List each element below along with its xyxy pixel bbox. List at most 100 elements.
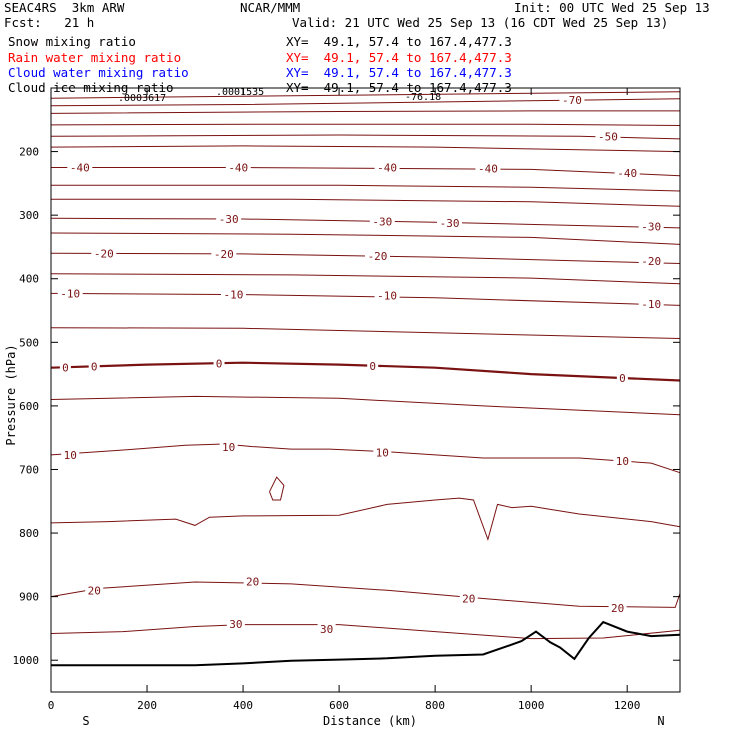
- x-tick-label: 1200: [614, 699, 641, 712]
- isotherm-label: -30: [219, 213, 239, 226]
- plot-frame: [50, 87, 681, 693]
- isotherm-label: -10: [224, 289, 244, 302]
- label-bg: [638, 254, 664, 267]
- isotherm-label: -10: [60, 287, 80, 300]
- label-bg: [614, 167, 640, 180]
- isotherm-label: 0: [369, 360, 376, 373]
- isotherm-line: [50, 327, 681, 339]
- isotherm-label: -10: [641, 298, 661, 311]
- isotherm-line: [50, 252, 681, 264]
- isotherm-label: -10: [377, 289, 397, 302]
- label-bg: [373, 446, 392, 459]
- label-bg: [59, 361, 71, 374]
- isotherm-line: [50, 624, 681, 640]
- field-name-snow: Snow mixing ratio: [8, 34, 136, 49]
- isotherm-line: [50, 110, 680, 114]
- isotherm-line: [50, 581, 681, 608]
- overlap-label-3: -76.18: [405, 92, 441, 103]
- valid-time: Valid: 21 UTC Wed 25 Sep 13 (16 CDT Wed …: [292, 15, 669, 30]
- label-bg: [595, 130, 621, 143]
- label-bg: [369, 215, 395, 228]
- isotherm-line: [51, 198, 681, 207]
- isotherm-line: [50, 217, 681, 229]
- isotherm-line: [51, 167, 681, 177]
- isotherm-line: [50, 145, 681, 153]
- org-label: NCAR/MMM: [240, 0, 301, 15]
- south-label: S: [82, 714, 89, 728]
- field-xy-rain: XY= 49.1, 57.4 to 167.4,477.3: [286, 50, 512, 65]
- isotherm-line: [50, 134, 681, 140]
- label-bg: [374, 289, 400, 302]
- label-bg: [638, 298, 664, 311]
- isotherm-label: 30: [229, 618, 242, 631]
- label-bg: [61, 448, 80, 461]
- y-tick-label: 200: [19, 146, 39, 159]
- isotherm-label: 10: [222, 441, 235, 454]
- label-bg: [317, 623, 336, 636]
- isotherm-label: -30: [372, 216, 392, 229]
- isotherm-label: 20: [88, 584, 101, 597]
- north-label: N: [657, 714, 664, 728]
- label-bg: [67, 161, 93, 174]
- model-title: SEAC4RS 3km ARW: [4, 0, 125, 15]
- y-tick-label: 600: [19, 400, 39, 413]
- axes: 0 200 400 600 800 1000 12002003004005006007008…: [13, 88, 680, 712]
- isotherm-label: -20: [641, 255, 661, 268]
- isotherm-label: 0: [216, 357, 223, 370]
- isotherm-label: 20: [611, 602, 624, 615]
- isotherm-line: [51, 184, 681, 192]
- x-tick-label: 0: [48, 699, 55, 712]
- isotherm-label: -50: [598, 130, 618, 143]
- label-bg: [459, 592, 478, 605]
- x-tick-label: 1000: [518, 699, 545, 712]
- isotherm-line: [50, 497, 681, 542]
- forecast-hour: Fcst: 21 h: [4, 15, 95, 30]
- overlap-label-1: .0003617: [118, 93, 166, 104]
- isotherm-label: 10: [64, 449, 77, 462]
- isotherm-label: 10: [616, 455, 629, 468]
- y-tick-label: 400: [19, 273, 39, 286]
- y-tick-label: 800: [19, 527, 39, 540]
- x-tick-label: 200: [137, 699, 157, 712]
- isotherm-label: 0: [91, 360, 98, 373]
- x-tick-label: 800: [425, 699, 445, 712]
- isotherm-label: -40: [70, 161, 90, 174]
- label-bg: [559, 94, 585, 107]
- y-tick-label: 700: [19, 463, 39, 476]
- label-bg: [608, 602, 627, 615]
- field-name-cloudwater: Cloud water mixing ratio: [8, 65, 189, 80]
- isotherm-label: 20: [462, 593, 475, 606]
- isotherm-label: 0: [619, 372, 626, 385]
- y-tick-label: 900: [19, 591, 39, 604]
- x-tick-label: 600: [329, 699, 349, 712]
- label-bg: [219, 441, 238, 454]
- field-xy-snow: XY= 49.1, 57.4 to 167.4,477.3: [286, 34, 512, 49]
- overlap-label-2: .0001535: [216, 87, 264, 98]
- isotherm-label: -30: [641, 221, 661, 234]
- isotherm-label: -40: [478, 163, 498, 176]
- terrain-group: [51, 620, 681, 667]
- isotherm-line: [50, 361, 681, 382]
- isotherm-group: [50, 91, 681, 640]
- label-bg: [226, 617, 245, 630]
- label-bg: [374, 161, 400, 174]
- y-tick-label: 300: [19, 209, 39, 222]
- isotherm-label: -70: [562, 94, 582, 107]
- isotherm-label: -40: [228, 161, 248, 174]
- isotherm-closed-loop: [269, 476, 285, 501]
- isotherm-line: [50, 395, 681, 416]
- label-bg: [243, 575, 262, 588]
- label-bg: [225, 161, 251, 174]
- label-bg: [367, 359, 379, 372]
- label-bg: [57, 287, 83, 300]
- isotherm-line: [50, 91, 681, 99]
- x-tick-label: 400: [233, 699, 253, 712]
- label-bg: [616, 371, 628, 384]
- label-bg: [475, 162, 501, 175]
- init-time: Init: 00 UTC Wed 25 Sep 13: [514, 0, 710, 15]
- label-bg: [211, 247, 237, 260]
- label-bg: [88, 360, 100, 373]
- isotherm-line: [50, 292, 681, 306]
- label-bg: [220, 288, 246, 301]
